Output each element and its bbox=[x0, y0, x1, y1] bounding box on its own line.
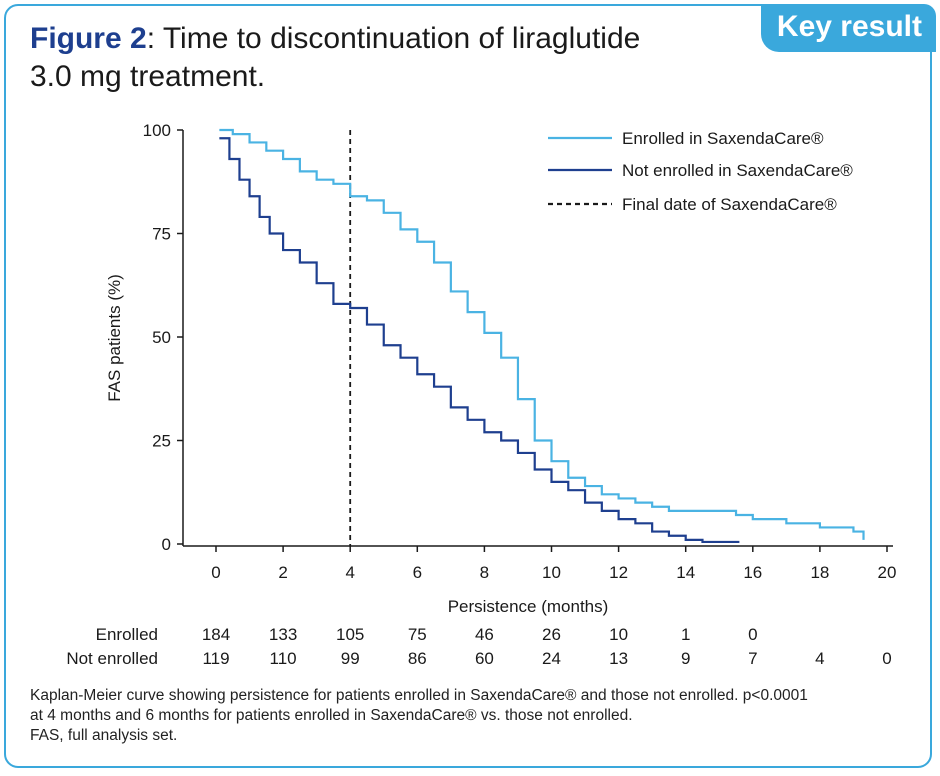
y-tick-label: 100 bbox=[143, 121, 171, 140]
at-risk-value: 110 bbox=[270, 649, 297, 668]
at-risk-value: 26 bbox=[542, 625, 561, 644]
at-risk-value: 1 bbox=[681, 625, 690, 644]
at-risk-value: 13 bbox=[609, 649, 628, 668]
at-risk-value: 4 bbox=[815, 649, 824, 668]
key-result-badge: Key result bbox=[760, 4, 936, 52]
footnote-line1: Kaplan-Meier curve showing persistence f… bbox=[30, 687, 808, 704]
at-risk-value: 184 bbox=[202, 625, 230, 644]
x-tick-label: 12 bbox=[609, 563, 628, 582]
at-risk-value: 7 bbox=[748, 649, 757, 668]
at-risk-value: 60 bbox=[475, 649, 494, 668]
at-risk-value: 99 bbox=[341, 649, 360, 668]
at-risk-value: 86 bbox=[408, 649, 427, 668]
at-risk-value: 75 bbox=[408, 625, 427, 644]
enrolled-curve bbox=[219, 128, 865, 540]
figure-frame bbox=[4, 4, 932, 768]
x-tick-label: 14 bbox=[676, 563, 695, 582]
at-risk-row-label: Not enrolled bbox=[66, 649, 158, 668]
at-risk-value: 0 bbox=[748, 625, 757, 644]
not-enrolled-curve bbox=[219, 137, 740, 544]
y-tick-label: 0 bbox=[162, 535, 171, 554]
at-risk-value: 9 bbox=[681, 649, 690, 668]
legend-entry-1: Enrolled in SaxendaCare® bbox=[622, 129, 824, 148]
legend-entry-2: Not enrolled in SaxendaCare® bbox=[622, 161, 853, 180]
x-tick-label: 10 bbox=[542, 563, 561, 582]
y-axis-label: FAS patients (%) bbox=[105, 274, 124, 402]
x-tick-label: 4 bbox=[345, 563, 354, 582]
title-line2: 3.0 mg treatment. bbox=[30, 60, 266, 93]
at-risk-value: 105 bbox=[336, 625, 364, 644]
at-risk-value: 24 bbox=[542, 649, 561, 668]
legend-entry-3: Final date of SaxendaCare® bbox=[622, 195, 837, 214]
x-tick-label: 16 bbox=[743, 563, 762, 582]
at-risk-value: 119 bbox=[202, 649, 229, 668]
at-risk-value: 46 bbox=[475, 625, 494, 644]
at-risk-value: 10 bbox=[609, 625, 628, 644]
footnote: Kaplan-Meier curve showing persistence f… bbox=[30, 686, 920, 746]
x-tick-label: 8 bbox=[480, 563, 489, 582]
x-tick-label: 2 bbox=[278, 563, 287, 582]
figure-label: Figure 2 bbox=[30, 22, 147, 55]
at-risk-value: 0 bbox=[882, 649, 891, 668]
y-tick-label: 75 bbox=[152, 225, 171, 244]
at-risk-value: 133 bbox=[269, 625, 297, 644]
x-tick-label: 18 bbox=[810, 563, 829, 582]
at-risk-row-label: Enrolled bbox=[96, 625, 158, 644]
footnote-line2: at 4 months and 6 months for patients en… bbox=[30, 707, 633, 724]
x-tick-label: 20 bbox=[878, 563, 897, 582]
footnote-line3: FAS, full analysis set. bbox=[30, 727, 178, 744]
figure-title: Figure 2: Time to discontinuation of lir… bbox=[30, 20, 640, 96]
x-axis-label: Persistence (months) bbox=[448, 597, 609, 616]
x-tick-label: 6 bbox=[413, 563, 422, 582]
title-line1: : Time to discontinuation of liraglutide bbox=[146, 22, 641, 55]
y-tick-label: 50 bbox=[152, 328, 171, 347]
y-tick-label: 25 bbox=[152, 432, 171, 451]
x-tick-label: 0 bbox=[211, 563, 220, 582]
